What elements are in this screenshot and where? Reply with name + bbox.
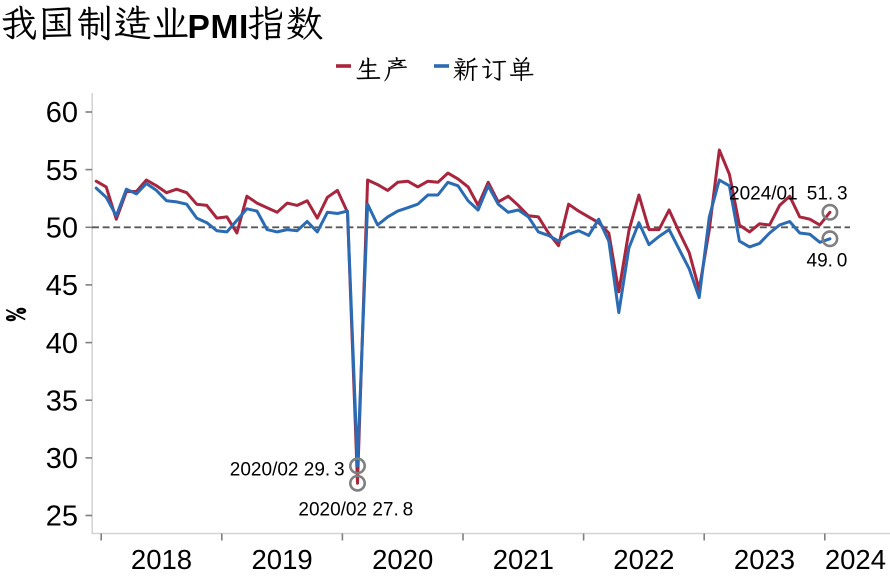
svg-text:2020/02 29. 3: 2020/02 29. 3 (230, 459, 345, 480)
svg-text:2023: 2023 (734, 544, 795, 575)
svg-text:25: 25 (46, 501, 78, 533)
svg-text:PMI: PMI (188, 9, 249, 46)
svg-text:35: 35 (46, 385, 78, 417)
svg-text:49. 0: 49. 0 (807, 251, 848, 272)
svg-text:2020/02 27. 8: 2020/02 27. 8 (298, 499, 413, 520)
svg-text:2024/01 51. 3: 2024/01 51. 3 (729, 184, 848, 205)
svg-text:30: 30 (46, 443, 78, 475)
svg-text:2022: 2022 (613, 544, 674, 575)
svg-text:2020: 2020 (372, 544, 433, 575)
svg-text:2018: 2018 (131, 544, 192, 575)
svg-text:45: 45 (46, 270, 78, 302)
svg-text:60: 60 (46, 97, 78, 129)
svg-text:55: 55 (46, 155, 78, 187)
svg-text:40: 40 (46, 328, 78, 360)
svg-text:2024: 2024 (825, 544, 886, 575)
svg-text:2019: 2019 (252, 544, 313, 575)
svg-text:50: 50 (46, 213, 78, 245)
svg-text:2021: 2021 (493, 544, 554, 575)
